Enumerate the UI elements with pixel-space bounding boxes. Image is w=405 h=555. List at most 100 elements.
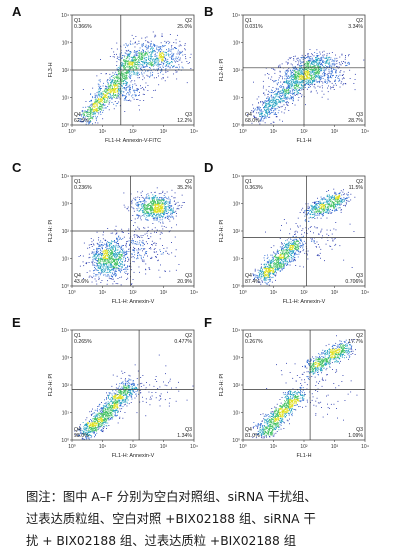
q1-percent: 0.265% — [74, 339, 92, 345]
event-points — [252, 335, 358, 439]
q4-percent: 62.5% — [74, 118, 89, 124]
caption-line-3: 扰 + BIX02188 组、过表达质粒 +BIX02188 组 — [26, 534, 297, 548]
panel-letter: F — [204, 315, 212, 330]
q4-percent: 87.4% — [245, 279, 260, 285]
y-tick-label: 10³ — [233, 41, 241, 47]
q2-label: Q2 — [185, 333, 192, 339]
plot-frame — [242, 175, 366, 287]
caption-line-2: 过表达质粒组、空白对照 +BIX02188 组、siRNA 干 — [26, 512, 316, 526]
x-tick-label: 10¹ — [270, 444, 278, 450]
y-tick-label: 10¹ — [62, 96, 70, 102]
x-axis-label: FL1-H: Annexin-V — [112, 299, 155, 305]
x-tick-label: 10² — [129, 444, 137, 450]
q2-percent: 35.2% — [177, 185, 192, 191]
y-tick-label: 10¹ — [62, 257, 70, 263]
q3-percent: 12.2% — [177, 118, 192, 124]
y-tick-label: 10⁰ — [61, 438, 69, 444]
x-tick-label: 10⁰ — [239, 444, 247, 450]
x-tick-label: 10² — [300, 290, 308, 296]
y-tick-label: 10² — [233, 68, 241, 74]
x-tick-label: 10¹ — [270, 290, 278, 296]
y-tick-label: 10⁴ — [61, 13, 69, 19]
x-tick-label: 10⁴ — [190, 444, 198, 450]
y-tick-label: 10⁴ — [232, 174, 240, 180]
y-axis-label: FL2-H: PI — [219, 373, 225, 396]
x-tick-label: 10¹ — [270, 129, 278, 135]
event-points — [252, 188, 356, 286]
x-tick-label: 10⁰ — [68, 290, 76, 296]
x-tick-label: 10⁰ — [239, 129, 247, 135]
q4-percent: 81.0% — [245, 433, 260, 439]
x-tick-label: 10³ — [331, 444, 339, 450]
y-tick-label: 10⁴ — [232, 328, 240, 334]
flow-cytometry-figure: AQ10.366%Q225.0%Q462.5%Q312.2%10⁰10¹10²1… — [12, 4, 369, 459]
q3-percent: 1.09% — [348, 433, 363, 439]
q1-percent: 0.236% — [74, 185, 92, 191]
event-points — [247, 49, 365, 125]
y-axis-label: FL2-H: PI — [48, 219, 54, 242]
x-tick-label: 10¹ — [99, 444, 107, 450]
q2-label: Q2 — [356, 333, 363, 339]
y-tick-label: 10¹ — [233, 257, 241, 263]
panel-letter: C — [12, 160, 22, 175]
y-tick-label: 10² — [62, 229, 70, 235]
q2-label: Q2 — [356, 179, 363, 185]
q4-label: Q4 — [245, 273, 252, 279]
q3-label: Q3 — [356, 273, 363, 279]
q3-percent: 20.9% — [177, 279, 192, 285]
q3-label: Q3 — [185, 112, 192, 118]
q4-percent: 68.0% — [245, 118, 260, 124]
q2-label: Q2 — [185, 179, 192, 185]
y-tick-label: 10³ — [233, 202, 241, 208]
q3-label: Q3 — [185, 273, 192, 279]
q3-percent: 1.34% — [177, 433, 192, 439]
x-tick-label: 10² — [300, 129, 308, 135]
q1-label: Q1 — [245, 18, 252, 24]
q2-percent: 3.34% — [348, 24, 363, 30]
event-points — [74, 354, 194, 440]
y-axis-label: FL2-H: PI — [219, 58, 225, 81]
q2-percent: 17.7% — [348, 339, 363, 345]
y-tick-label: 10⁰ — [232, 438, 240, 444]
q4-label: Q4 — [245, 427, 252, 433]
x-axis-label: FL1-H — [297, 453, 312, 459]
q4-percent: 98.0% — [74, 433, 89, 439]
y-tick-label: 10³ — [233, 356, 241, 362]
x-tick-label: 10¹ — [99, 290, 107, 296]
q2-percent: 0.477% — [174, 339, 192, 345]
event-points — [78, 187, 185, 286]
panel-letter: E — [12, 315, 21, 330]
y-tick-label: 10² — [62, 68, 70, 74]
x-axis-label: FL1-H: Annexin-V-FITC — [105, 138, 161, 144]
x-tick-label: 10³ — [331, 290, 339, 296]
q3-percent: 0.706% — [345, 279, 363, 285]
panel-letter: A — [12, 4, 22, 19]
figure-caption: 图注：图中 A–F 分别为空白对照组、siRNA 干扰组、 过表达质粒组、空白对… — [26, 486, 396, 552]
x-tick-label: 10³ — [160, 290, 168, 296]
q3-label: Q3 — [356, 112, 363, 118]
y-tick-label: 10¹ — [62, 411, 70, 417]
x-tick-label: 10⁴ — [190, 290, 198, 296]
y-tick-label: 10² — [62, 383, 70, 389]
y-axis-label: FL2-H: PI — [48, 373, 54, 396]
y-tick-label: 10⁰ — [61, 123, 69, 129]
q2-label: Q2 — [185, 18, 192, 24]
x-axis-label: FL1-H — [297, 138, 312, 144]
q2-percent: 11.5% — [349, 185, 364, 191]
y-tick-label: 10³ — [62, 356, 70, 362]
y-tick-label: 10² — [233, 229, 241, 235]
y-tick-label: 10³ — [62, 202, 70, 208]
q3-label: Q3 — [185, 427, 192, 433]
q1-percent: 0.366% — [74, 24, 92, 30]
q2-percent: 25.0% — [177, 24, 192, 30]
q4-label: Q4 — [245, 112, 252, 118]
q4-label: Q4 — [74, 273, 81, 279]
y-axis-label: FL2-H: PI — [219, 219, 225, 242]
x-tick-label: 10¹ — [99, 129, 107, 135]
q1-label: Q1 — [74, 179, 81, 185]
